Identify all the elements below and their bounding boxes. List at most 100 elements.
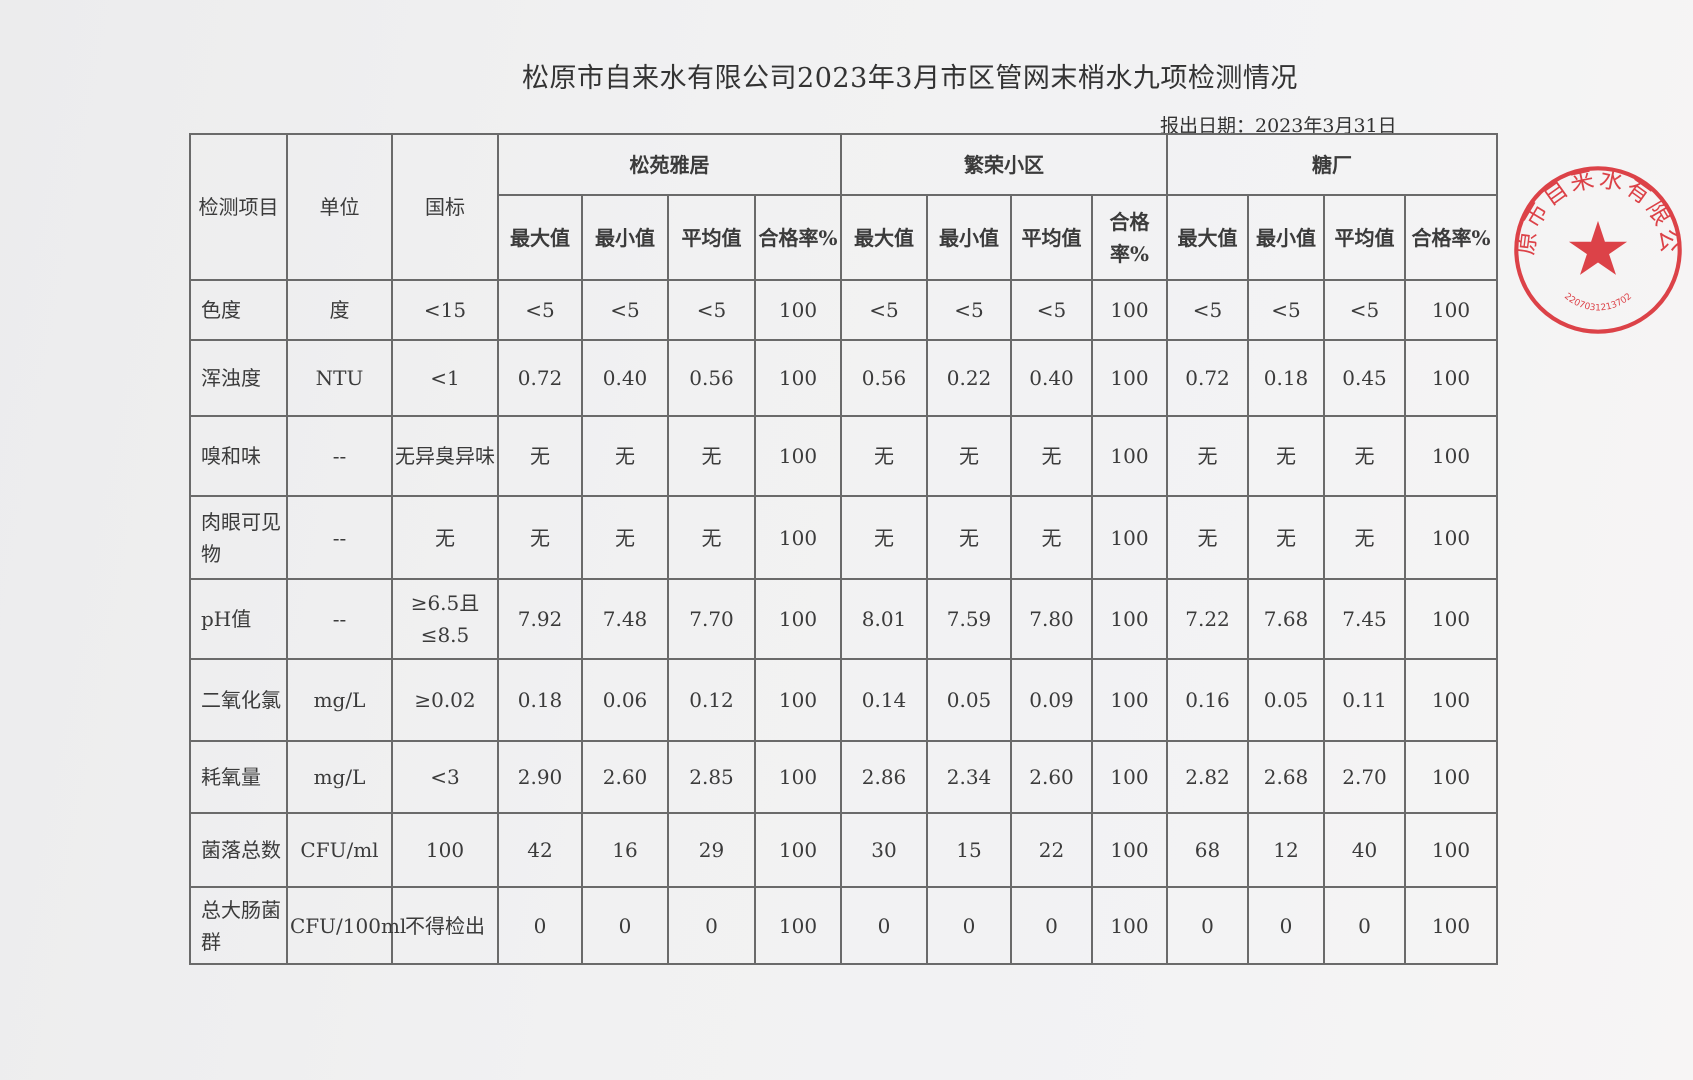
value-cell: 0 — [581, 886, 669, 965]
value-cell: 100 — [1091, 339, 1168, 417]
value-cell: 7.80 — [1010, 578, 1093, 660]
value-cell: 100 — [754, 339, 842, 417]
subheader-cell: 最小值 — [1247, 194, 1325, 281]
value-cell: 无 — [497, 495, 583, 580]
value-cell: 100 — [754, 578, 842, 660]
value-cell: 0.56 — [667, 339, 756, 417]
value-cell: 68 — [1166, 812, 1249, 888]
value-cell: 0.45 — [1323, 339, 1406, 417]
value-cell: 无 — [1247, 415, 1325, 497]
value-cell: 100 — [1091, 658, 1168, 742]
value-cell: 无 — [1247, 495, 1325, 580]
value-cell: 无 — [581, 495, 669, 580]
value-cell: 2.60 — [581, 740, 669, 814]
report-date: 报出日期：2023年3月31日 — [1160, 115, 1397, 137]
standard-cell: 无 — [391, 495, 499, 580]
standard-cell: ≥6.5且≤8.5 — [391, 578, 499, 660]
value-cell: 100 — [754, 740, 842, 814]
header-standard: 国标 — [391, 133, 499, 281]
standard-cell: <3 — [391, 740, 499, 814]
subheader-cell: 最大值 — [840, 194, 928, 281]
value-cell: <5 — [667, 279, 756, 341]
value-cell: 0.56 — [840, 339, 928, 417]
value-cell: 无 — [926, 415, 1012, 497]
value-cell: 0 — [1010, 886, 1093, 965]
value-cell: 22 — [1010, 812, 1093, 888]
value-cell: 0 — [926, 886, 1012, 965]
value-cell: 100 — [1091, 279, 1168, 341]
item-cell: 耗氧量 — [189, 740, 288, 814]
table-row: 菌落总数 CFU/ml 100 42 16 29 100 30 15 22 100 68 12 40 100 — [189, 812, 1498, 888]
value-cell: 100 — [754, 658, 842, 742]
value-cell: 0 — [1166, 886, 1249, 965]
item-cell: 嗅和味 — [189, 415, 288, 497]
value-cell: 无 — [497, 415, 583, 497]
standard-cell: <15 — [391, 279, 499, 341]
subheader-cell: 平均值 — [1010, 194, 1093, 281]
value-cell: 7.59 — [926, 578, 1012, 660]
value-cell: 2.90 — [497, 740, 583, 814]
value-cell: 30 — [840, 812, 928, 888]
value-cell: 40 — [1323, 812, 1406, 888]
table-row: 总大肠菌群 CFU/100ml 不得检出 0 0 0 100 0 0 0 100 0 0 0 100 — [189, 886, 1498, 965]
value-cell: 100 — [1091, 812, 1168, 888]
unit-cell: -- — [286, 578, 393, 660]
item-cell: 肉眼可见物 — [189, 495, 288, 580]
unit-cell: -- — [286, 495, 393, 580]
value-cell: 2.34 — [926, 740, 1012, 814]
value-cell: 2.60 — [1010, 740, 1093, 814]
value-cell: <5 — [581, 279, 669, 341]
value-cell: 7.45 — [1323, 578, 1406, 660]
item-cell: pH值 — [189, 578, 288, 660]
value-cell: 100 — [1404, 578, 1498, 660]
value-cell: 7.70 — [667, 578, 756, 660]
value-cell: 7.22 — [1166, 578, 1249, 660]
value-cell: 7.68 — [1247, 578, 1325, 660]
value-cell: 2.68 — [1247, 740, 1325, 814]
value-cell: <5 — [926, 279, 1012, 341]
table-row: 二氧化氯 mg/L ≥0.02 0.18 0.06 0.12 100 0.14 0.05 0.09… — [189, 658, 1498, 742]
value-cell: 无 — [1323, 495, 1406, 580]
item-cell: 浑浊度 — [189, 339, 288, 417]
value-cell: 0.05 — [926, 658, 1012, 742]
table-row: 色度度 <15 <5 <5 <5 100 <5 <5 <5 100 <5 <5 <5 100 — [189, 279, 1498, 341]
header-item: 检测项目 — [189, 133, 288, 281]
value-cell: 0 — [840, 886, 928, 965]
value-cell: 无 — [840, 415, 928, 497]
value-cell: 无 — [840, 495, 928, 580]
value-cell: 无 — [1166, 495, 1249, 580]
standard-cell: 100 — [391, 812, 499, 888]
svg-text:松原市自来水有限公司: 松原市自来水有限公司 — [1508, 160, 1685, 257]
value-cell: 100 — [1404, 339, 1498, 417]
value-cell: 100 — [1404, 740, 1498, 814]
value-cell: 8.01 — [840, 578, 928, 660]
value-cell: 无 — [1323, 415, 1406, 497]
value-cell: 100 — [1404, 415, 1498, 497]
value-cell: <5 — [497, 279, 583, 341]
value-cell: 无 — [1010, 415, 1093, 497]
value-cell: 0 — [667, 886, 756, 965]
value-cell: 0.72 — [1166, 339, 1249, 417]
table-row: 嗅和味 -- 无异臭异味无无无 100 无无无 100 无无无 100 — [189, 415, 1498, 497]
header-location: 繁荣小区 — [840, 133, 1168, 196]
unit-cell: 度 — [286, 279, 393, 341]
unit-cell: mg/L — [286, 740, 393, 814]
value-cell: 0.05 — [1247, 658, 1325, 742]
subheader-cell: 最小值 — [581, 194, 669, 281]
unit-cell: CFU/ml — [286, 812, 393, 888]
value-cell: 2.70 — [1323, 740, 1406, 814]
value-cell: 100 — [754, 495, 842, 580]
table-row: 肉眼可见物 -- 无无无无 100 无无无 100 无无无 100 — [189, 495, 1498, 580]
unit-cell: -- — [286, 415, 393, 497]
item-cell: 菌落总数 — [189, 812, 288, 888]
subheader-cell: 最大值 — [1166, 194, 1249, 281]
value-cell: 0.11 — [1323, 658, 1406, 742]
header-location: 松苑雅居 — [497, 133, 842, 196]
value-cell: 0.40 — [581, 339, 669, 417]
table-row: pH值 -- ≥6.5且≤8.5 7.92 7.48 7.70 100 8.01 7.59 7.8… — [189, 578, 1498, 660]
value-cell: 100 — [1404, 495, 1498, 580]
standard-cell: 不得检出 — [391, 886, 499, 965]
subheader-cell: 最大值 — [497, 194, 583, 281]
value-cell: 无 — [1010, 495, 1093, 580]
